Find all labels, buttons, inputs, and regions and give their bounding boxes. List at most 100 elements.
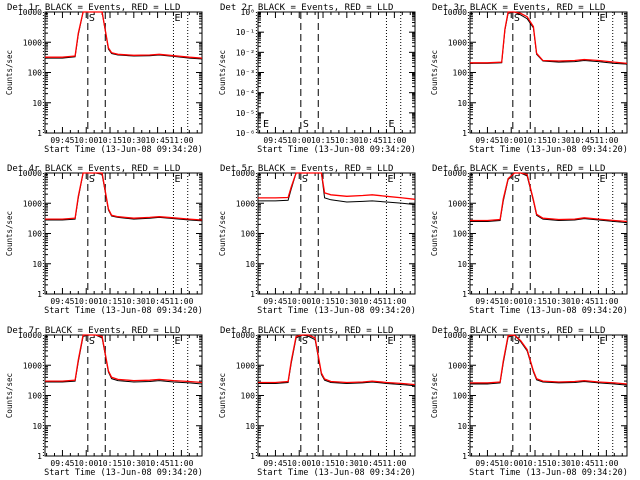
y-tick-label: 10000: [443, 331, 467, 340]
x-tick-label: 10:30: [335, 136, 359, 145]
panel-title: Det 1r BLACK = Events, RED = LLD: [7, 3, 180, 13]
plot-frame: [257, 172, 416, 295]
y-axis-label: Counts/sec: [218, 211, 227, 256]
series-lld: [470, 172, 628, 223]
series-lld: [45, 172, 203, 221]
x-tick-label: 10:30: [547, 136, 571, 145]
panel-det-9: 1 10 100 1000 10000 09:45 10:00 10:15 10:30 10:45…: [430, 326, 628, 478]
y-tick-label: 10⁻⁶: [236, 129, 255, 138]
y-tick-label: 10000: [18, 169, 42, 178]
time-marker-label: S: [302, 336, 308, 347]
y-tick-label: 10000: [18, 8, 42, 17]
panel-title: Det 8r BLACK = Events, RED = LLD: [220, 326, 393, 336]
x-tick-label: 11:00: [594, 136, 618, 145]
y-tick-label: 1: [462, 452, 467, 461]
time-marker-label: S: [514, 174, 520, 185]
x-tick-label: 10:45: [359, 136, 383, 145]
y-tick-label: 10: [32, 99, 42, 108]
y-tick-label: 1000: [236, 361, 255, 370]
y-tick-label: 1: [37, 452, 42, 461]
x-tick-label: 10:30: [547, 297, 571, 306]
x-tick-label: 09:45: [50, 459, 74, 468]
y-tick-label: 1000: [448, 38, 467, 47]
y-tick-label: 1: [37, 129, 42, 138]
panel-title: Det 2r BLACK = Events, RED = LLD: [220, 3, 393, 13]
x-tick-label: 10:15: [98, 136, 122, 145]
panel-title: Det 3r BLACK = Events, RED = LLD: [432, 3, 605, 13]
y-tick-label: 1000: [23, 38, 42, 47]
x-axis-label: Start Time (13-Jun-08 09:34:20): [257, 306, 416, 316]
y-tick-label: 10⁻²: [236, 48, 255, 57]
x-tick-label: 10:30: [122, 136, 146, 145]
y-tick-label: 1000: [448, 361, 467, 370]
panel-det-6: 1 10 100 1000 10000 09:45 10:00 10:15 10:30 10:45…: [430, 164, 628, 316]
panel-det-4: 1 10 100 1000 10000 09:45 10:00 10:15 10:30 10:45…: [5, 164, 203, 316]
time-marker-label: S: [89, 13, 95, 24]
y-tick-label: 10000: [18, 331, 42, 340]
y-tick-label: 10: [457, 99, 467, 108]
x-tick-label: 10:30: [335, 459, 359, 468]
y-tick-label: 100: [28, 69, 43, 78]
x-tick-label: 09:45: [475, 136, 499, 145]
x-axis-label: Start Time (13-Jun-08 09:34:20): [469, 468, 628, 478]
y-tick-label: 100: [453, 392, 468, 401]
y-tick-label: 10⁰: [241, 8, 255, 17]
y-tick-label: 100: [453, 230, 468, 239]
x-tick-label: 10:00: [287, 459, 311, 468]
series-lld: [45, 11, 203, 59]
x-tick-label: 11:00: [382, 459, 406, 468]
time-marker-label: E: [388, 119, 394, 130]
y-tick-label: 1: [37, 290, 42, 299]
x-tick-label: 11:00: [382, 136, 406, 145]
x-tick-label: 10:15: [311, 136, 335, 145]
time-marker-label: S: [303, 119, 309, 130]
y-tick-label: 10⁻⁴: [236, 89, 255, 98]
panel-det-3: 1 10 100 1000 10000 09:45 10:00 10:15 10:30 10:45…: [430, 3, 628, 155]
y-tick-label: 1: [462, 290, 467, 299]
x-axis-label: Start Time (13-Jun-08 09:34:20): [257, 468, 416, 478]
plot-frame: [44, 172, 203, 295]
y-tick-label: 100: [28, 392, 43, 401]
time-marker-label: E: [174, 336, 180, 347]
x-tick-label: 10:15: [311, 297, 335, 306]
x-tick-label: 09:45: [263, 459, 287, 468]
time-marker-label: S: [302, 174, 308, 185]
y-tick-label: 1: [250, 452, 255, 461]
panel-title: Det 4r BLACK = Events, RED = LLD: [7, 164, 180, 174]
x-tick-label: 10:45: [146, 459, 170, 468]
y-axis-label: Counts/sec: [5, 211, 14, 256]
y-tick-label: 10000: [443, 8, 467, 17]
x-tick-label: 11:00: [169, 136, 193, 145]
panel-det-8: 1 10 100 1000 10000 09:45 10:00 10:15 10:30 10:45…: [218, 326, 416, 478]
y-axis-label: Counts/sec: [218, 50, 227, 95]
time-marker-label: E: [174, 174, 180, 185]
x-tick-label: 09:45: [263, 297, 287, 306]
y-tick-label: 1: [462, 129, 467, 138]
x-tick-label: 09:45: [475, 459, 499, 468]
x-tick-label: 10:00: [287, 297, 311, 306]
x-tick-label: 11:00: [169, 297, 193, 306]
panel-title: Det 5r BLACK = Events, RED = LLD: [220, 164, 393, 174]
y-tick-label: 1000: [236, 199, 255, 208]
time-marker-label: S: [514, 336, 520, 347]
y-axis-label: Counts/sec: [430, 211, 439, 256]
y-tick-label: 100: [453, 69, 468, 78]
panel-title: Det 7r BLACK = Events, RED = LLD: [7, 326, 180, 336]
x-tick-label: 10:00: [499, 459, 523, 468]
time-marker-label: S: [89, 336, 95, 347]
x-tick-label: 10:00: [499, 136, 523, 145]
x-tick-label: 10:45: [359, 297, 383, 306]
plot-frame: [469, 11, 628, 134]
time-marker-label: E: [174, 13, 180, 24]
y-tick-label: 100: [241, 230, 256, 239]
panel-title: Det 9r BLACK = Events, RED = LLD: [432, 326, 605, 336]
y-tick-label: 1000: [448, 199, 467, 208]
x-tick-label: 09:45: [50, 297, 74, 306]
y-tick-label: 10⁻⁵: [236, 109, 255, 118]
x-tick-label: 10:45: [146, 297, 170, 306]
plot-frame: [469, 172, 628, 295]
y-tick-label: 10: [457, 260, 467, 269]
x-tick-label: 10:30: [547, 459, 571, 468]
